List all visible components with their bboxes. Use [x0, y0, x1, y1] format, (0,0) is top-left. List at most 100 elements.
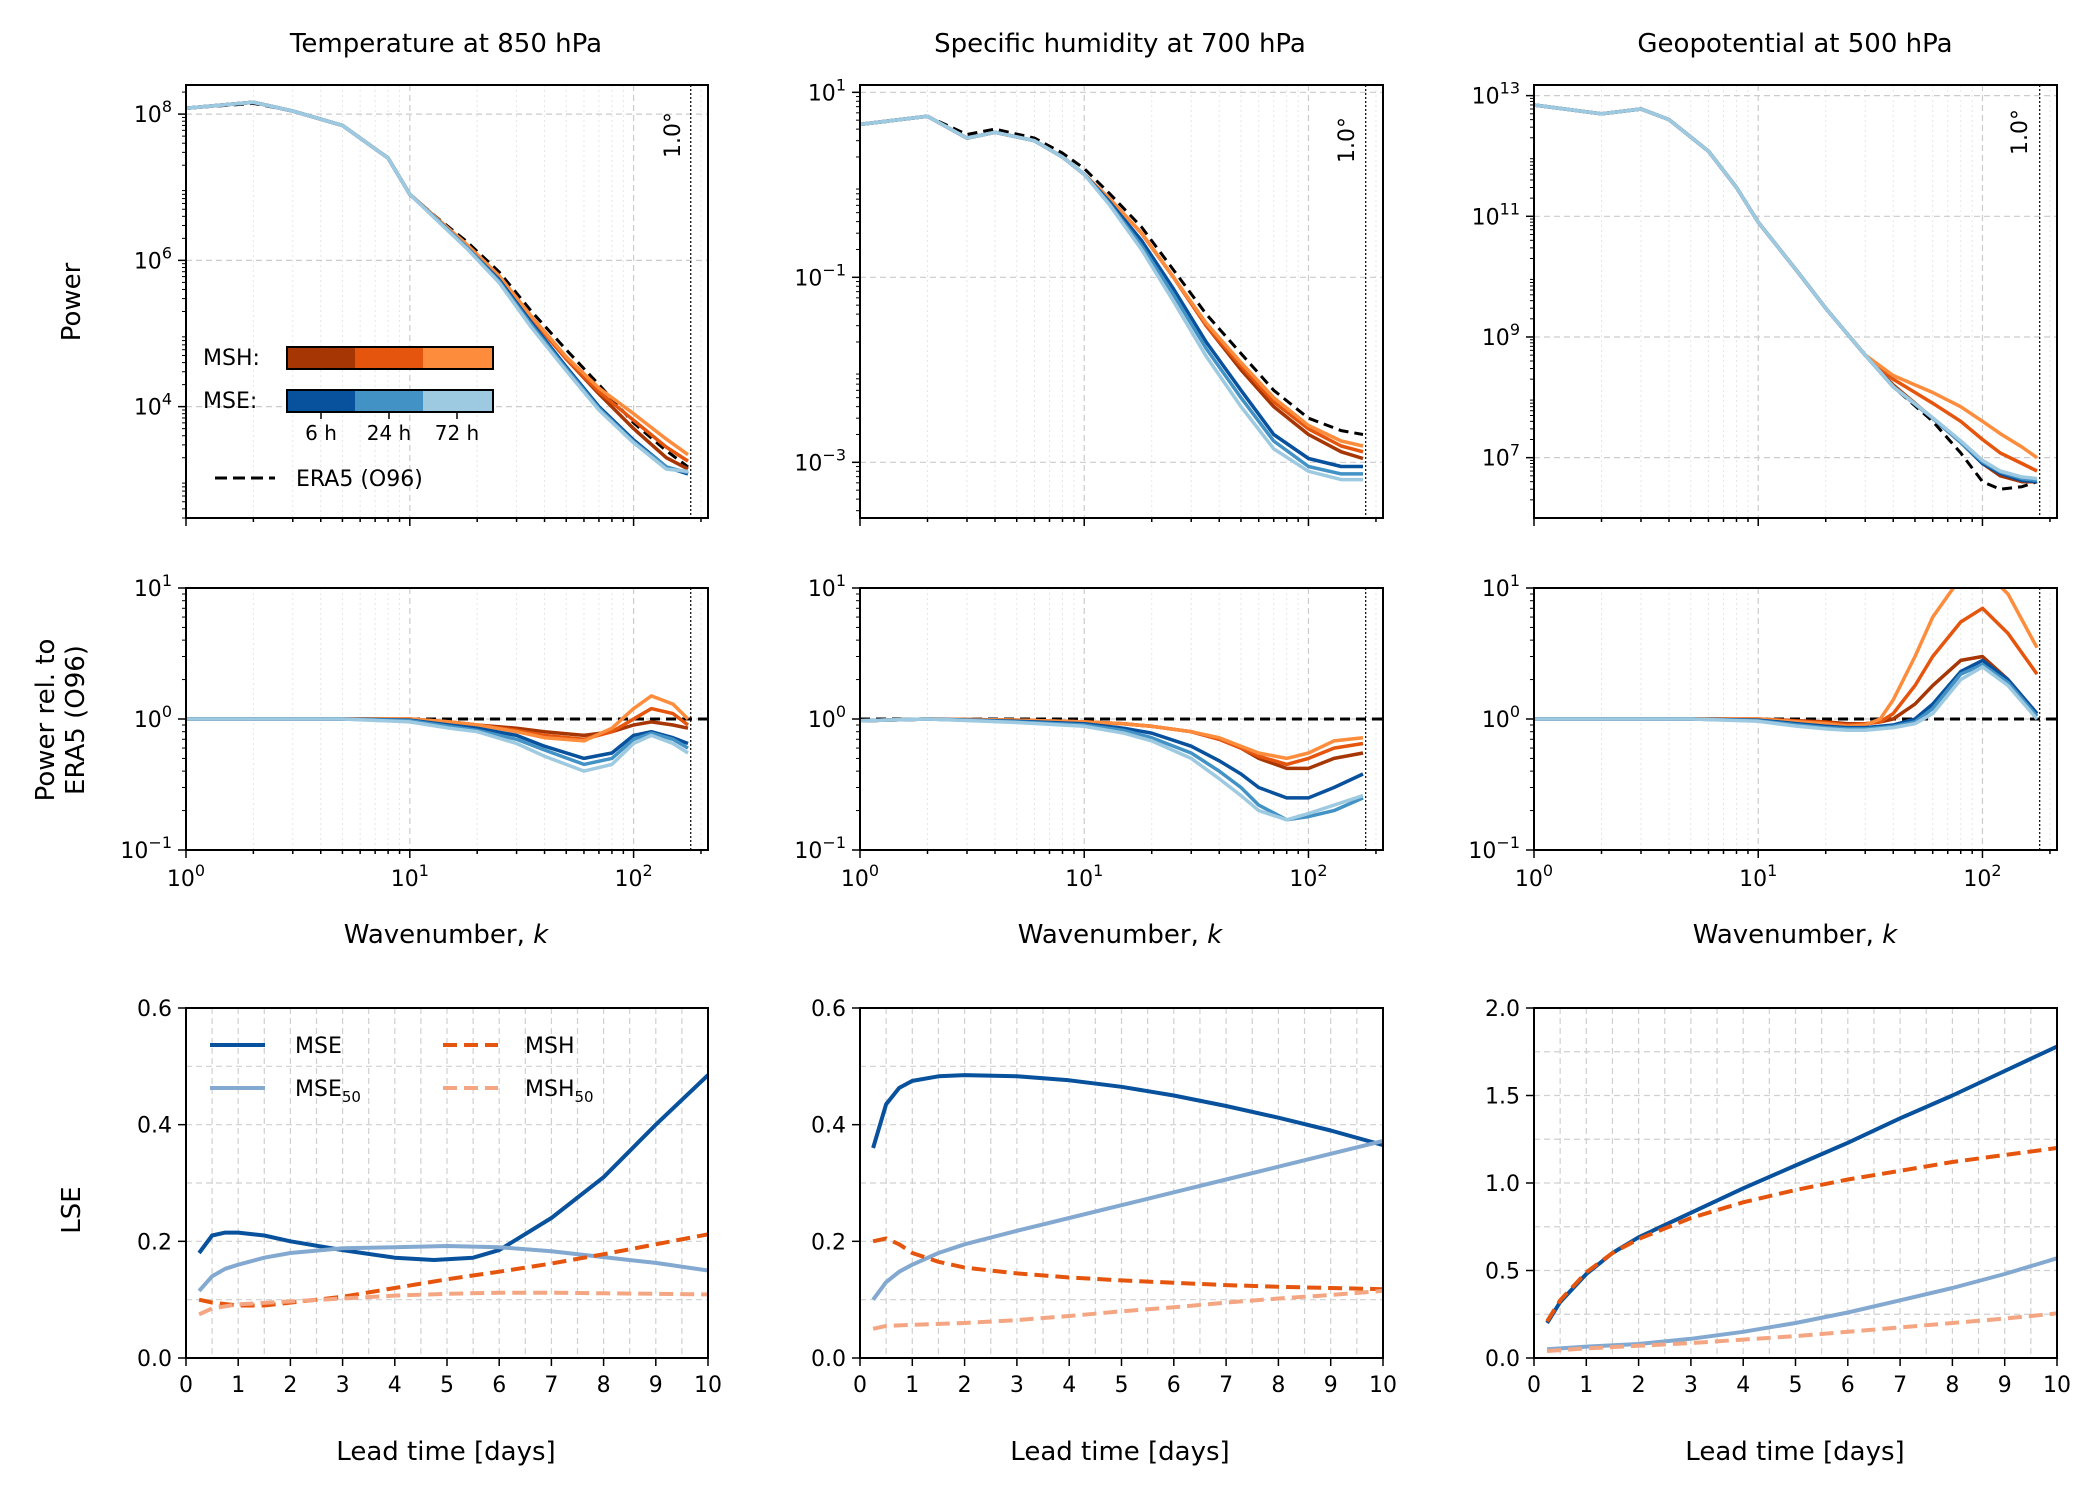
ytick-label: 10−3 — [794, 445, 846, 476]
xtick-label: 4 — [1736, 1373, 1750, 1398]
xtick-label: 2 — [1632, 1373, 1646, 1398]
mse-6h-swatch — [287, 390, 355, 412]
series-mse — [871, 1073, 1383, 1149]
series-msh-24h — [1534, 606, 2039, 727]
xtick-label: 10 — [694, 1373, 722, 1398]
series-msh — [1545, 1146, 2057, 1323]
series-era5-o96- — [1534, 103, 2038, 491]
xlabel-wavenumber-1: Wavenumber, k — [344, 920, 549, 950]
xtick-label: 1 — [905, 1373, 919, 1398]
panel-1: 104 106 108 — [134, 84, 709, 526]
legend-mse-text: MSE — [295, 1034, 342, 1059]
panel-9: 0.0 0.5 1.0 1.5 2.0 0 1 2 3 4 5 6 7 8 9 10 — [1485, 997, 2071, 1398]
lse-legend: MSE MSE50 MSH MSH50 — [210, 1034, 594, 1106]
xtick-label: 2 — [283, 1373, 297, 1398]
xlabel-lead-3: Lead time [days] — [1685, 1437, 1904, 1467]
series-mse-6h — [1534, 103, 2038, 484]
ytick-label: 0.4 — [811, 1114, 846, 1139]
ytick-label: 0.2 — [811, 1230, 846, 1255]
series-msh-6h — [186, 100, 689, 471]
series-mse-6h — [186, 100, 689, 476]
res-marker-2: 1.0° — [1335, 117, 1360, 163]
ytick-label: 100 — [134, 702, 172, 733]
xtick-label: 5 — [1115, 1373, 1129, 1398]
series-msh-72h — [1534, 588, 2039, 729]
ytick-label: 107 — [1482, 441, 1520, 472]
title-geopotential: Geopotential at 500 hPa — [1637, 29, 1952, 59]
series-mse50 — [871, 1139, 1383, 1301]
series-msh-6h — [1534, 103, 2037, 484]
msh-72h-swatch — [423, 347, 493, 369]
legend-msh50-text: MSH50 — [525, 1077, 594, 1106]
xtick-label: 8 — [597, 1373, 611, 1398]
xtick-label: 6 — [1167, 1373, 1181, 1398]
msh-24h-swatch — [355, 347, 423, 369]
legend-msh-text: MSH — [525, 1034, 575, 1059]
xtick-label: 1 — [231, 1373, 245, 1398]
ylabel-power: Power — [57, 262, 87, 341]
ytick-label: 101 — [808, 75, 846, 106]
series-mse — [1545, 1044, 2057, 1325]
panel-3: 107 109 1011 1013 — [1472, 79, 2058, 526]
xtick-label: 9 — [1324, 1373, 1338, 1398]
panel-2: 10−3 10−1 101 — [794, 75, 1384, 526]
series-msh-72h — [860, 717, 1364, 761]
legend-tick-24h: 24 h — [367, 421, 411, 445]
series-msh — [872, 1236, 1383, 1292]
mse-24h-swatch — [355, 390, 423, 412]
ytick-label: 0.0 — [137, 1347, 172, 1372]
ytick-label: 106 — [134, 243, 172, 274]
mse-72h-swatch — [423, 390, 493, 412]
ytick-label: 1.0 — [1485, 1172, 1520, 1197]
series-mse-72h — [860, 114, 1363, 482]
ytick-label: 101 — [134, 571, 172, 602]
ytick-label: 101 — [808, 571, 846, 602]
msh-6h-swatch — [287, 347, 355, 369]
legend-tick-72h: 72 h — [435, 421, 479, 445]
series-msh — [198, 1232, 708, 1308]
xtick-label: 101 — [1739, 861, 1777, 892]
ytick-label: 1011 — [1472, 199, 1520, 230]
xlabel-wavenumber-2: Wavenumber, k — [1018, 920, 1223, 950]
xtick-label: 2 — [958, 1373, 972, 1398]
xtick-label: 9 — [1998, 1373, 2012, 1398]
xtick-label: 1 — [1579, 1373, 1593, 1398]
legend-era5-label: ERA5 (O96) — [296, 467, 423, 492]
res-marker-1: 1.0° — [661, 112, 686, 158]
panel-7: 0.0 0.2 0.4 0.6 0 1 2 3 4 5 6 7 8 9 10 — [137, 997, 722, 1398]
ytick-label: 108 — [134, 97, 172, 128]
xtick-label: 3 — [336, 1373, 350, 1398]
xtick-label: 0 — [179, 1373, 193, 1398]
ytick-label: 0.2 — [137, 1230, 172, 1255]
ylabel-lse: LSE — [57, 1186, 87, 1233]
xtick-label: 3 — [1684, 1373, 1698, 1398]
series-mse-72h — [1534, 665, 2039, 733]
ytick-label: 2.0 — [1485, 997, 1520, 1022]
series-msh-72h — [1534, 103, 2039, 460]
ytick-label: 0.6 — [137, 997, 172, 1022]
ytick-label: 10−1 — [1468, 833, 1520, 864]
series-mse-24h — [860, 114, 1363, 476]
ytick-label: 100 — [1482, 702, 1520, 733]
panel-8: 0.0 0.2 0.4 0.6 0 1 2 3 4 5 6 7 8 9 10 — [811, 997, 1397, 1398]
xtick-label: 101 — [391, 861, 429, 892]
xtick-label: 102 — [1289, 861, 1327, 892]
series-msh50 — [872, 1288, 1383, 1331]
ytick-label: 1013 — [1472, 79, 1520, 110]
series-mse — [197, 1073, 708, 1262]
ytick-label: 101 — [1482, 571, 1520, 602]
series-msh50 — [1546, 1311, 2057, 1353]
series-msh-72h — [860, 114, 1364, 448]
series-mse50 — [1546, 1256, 2057, 1352]
xtick-label: 8 — [1945, 1373, 1959, 1398]
ytick-label: 100 — [808, 702, 846, 733]
xtick-label: 8 — [1271, 1373, 1285, 1398]
res-marker-3: 1.0° — [2008, 109, 2033, 155]
ytick-label: 1.5 — [1485, 1085, 1520, 1110]
xtick-label: 4 — [388, 1373, 402, 1398]
xtick-label: 0 — [853, 1373, 867, 1398]
ytick-label: 0.0 — [811, 1347, 846, 1372]
